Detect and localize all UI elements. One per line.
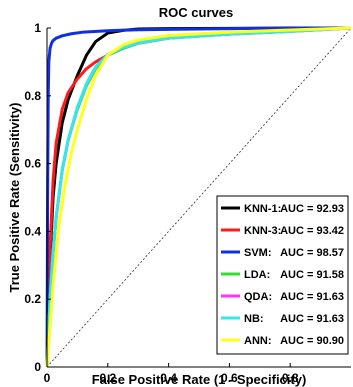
y-tick-label: 0 (34, 360, 41, 374)
legend: KNN-1:AUC = 92.93 KNN-3:AUC = 93.42 SVM: AU… (216, 195, 349, 355)
legend-series-name: NB: (244, 313, 264, 325)
axes-layer (46, 28, 351, 368)
curves-layer (45, 26, 352, 368)
y-tick-label: 0.2 (24, 292, 41, 306)
tick-labels-layer: 0 0.2 0.4 0.6 0.8 0 0.2 0.4 0.6 0.8 1 (24, 21, 299, 385)
legend-auc-label: AUC = 92.93 (280, 203, 344, 215)
legend-series-name: KNN-1: (244, 203, 281, 215)
legend-auc-label: AUC = 91.63 (280, 313, 344, 325)
y-tick-label: 0.4 (24, 224, 41, 238)
legend-auc-label: AUC = 98.57 (280, 247, 344, 259)
legend-series-name: SVM: (244, 247, 272, 259)
legend-auc-label: AUC = 91.63 (280, 291, 344, 303)
x-tick-label: 0.6 (221, 371, 238, 385)
y-tick-label: 1 (34, 21, 41, 35)
legend-series-name: ANN: (244, 335, 272, 347)
roc-curve-2 (45, 26, 352, 368)
x-tick-label: 0.2 (99, 371, 116, 385)
legend-auc-label: AUC = 90.90 (280, 335, 344, 347)
legend-auc-label: AUC = 93.42 (280, 225, 344, 237)
x-tick-label: 0 (44, 371, 51, 385)
legend-series-name: QDA: (244, 291, 272, 303)
x-axis-label: False Positive Rate (1 - Specificity) (92, 372, 307, 387)
legend-series-name: KNN-3: (244, 225, 281, 237)
roc-curve-6 (45, 26, 352, 368)
y-tick-label: 0.8 (24, 89, 41, 103)
y-axis-label: True Positive Rate (Sensitivity) (7, 102, 22, 292)
y-tick-label: 0.6 (24, 157, 41, 171)
legend-series-name: LDA: (244, 269, 270, 281)
chart-title: ROC curves (159, 5, 233, 20)
x-tick-label: 0.4 (160, 371, 177, 385)
legend-auc-label: AUC = 91.58 (280, 269, 344, 281)
x-tick-label: 0.8 (282, 371, 299, 385)
roc-curve-5 (45, 26, 352, 368)
